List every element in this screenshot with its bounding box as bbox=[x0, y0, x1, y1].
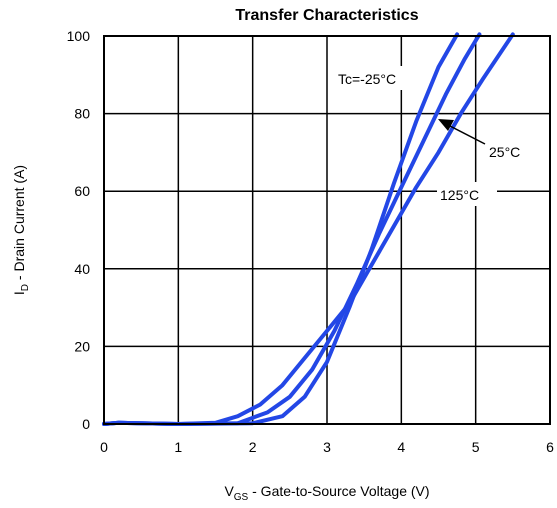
y-tick-label: 100 bbox=[67, 28, 91, 44]
x-tick-label: 1 bbox=[174, 439, 182, 455]
y-tick-label: 60 bbox=[74, 183, 90, 199]
annotation-arrow-line bbox=[447, 124, 486, 145]
annotation-tc-minus25: Tc=-25°C bbox=[338, 71, 396, 87]
y-tick-label: 20 bbox=[74, 338, 90, 354]
annotation-arrow-head bbox=[438, 119, 454, 131]
y-tick-labels: 0 20 40 60 80 100 bbox=[67, 28, 91, 432]
grid-lines bbox=[103, 35, 551, 425]
series-line-2 bbox=[102, 32, 515, 426]
x-tick-label: 3 bbox=[323, 439, 331, 455]
curves bbox=[102, 32, 515, 426]
annotation-125c: 125°C bbox=[440, 187, 479, 203]
x-tick-label: 0 bbox=[100, 439, 108, 455]
x-tick-label: 4 bbox=[397, 439, 405, 455]
plot-frame bbox=[103, 35, 551, 425]
y-tick-label: 40 bbox=[74, 261, 90, 277]
x-tick-label: 6 bbox=[546, 439, 554, 455]
annotation-25c: 25°C bbox=[489, 144, 520, 160]
x-tick-label: 5 bbox=[472, 439, 480, 455]
y-axis-label: ID - Drain Current (A) bbox=[11, 165, 31, 295]
series-annotations: Tc=-25°C 25°C 125°C bbox=[335, 66, 536, 206]
annotation-background-tc-minus25 bbox=[335, 66, 417, 90]
annotation-background-25c bbox=[486, 139, 536, 163]
y-tick-label: 0 bbox=[82, 416, 90, 432]
annotation-background-125c bbox=[437, 182, 497, 206]
x-tick-labels: 0 1 2 3 4 5 6 bbox=[100, 439, 554, 455]
series-line-0 bbox=[102, 32, 460, 426]
chart-title: Transfer Characteristics bbox=[235, 7, 418, 24]
x-tick-label: 2 bbox=[249, 439, 257, 455]
y-tick-label: 80 bbox=[74, 106, 90, 122]
series-line-1 bbox=[102, 32, 482, 426]
x-axis-label: VGS - Gate-to-Source Voltage (V) bbox=[224, 483, 429, 503]
